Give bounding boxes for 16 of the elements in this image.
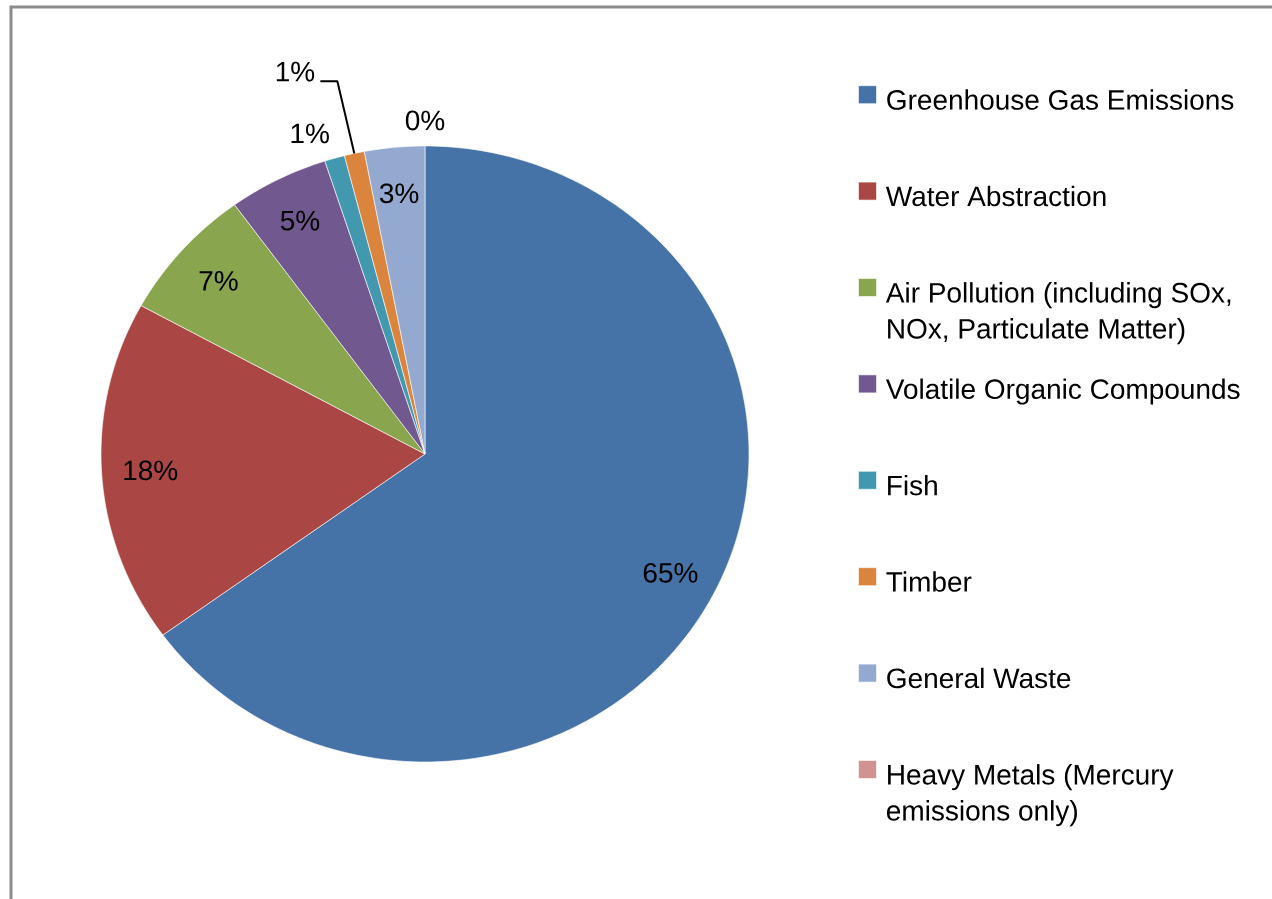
data-label: 1% — [276, 61, 315, 82]
text: 0% — [405, 110, 445, 131]
legend-label: General Waste — [887, 667, 1071, 689]
legend-label: Timber — [886, 571, 972, 592]
data-label: 18% — [124, 460, 178, 481]
legend-label: Air Pollution (including SOx, NOx, Particulate Matter) — [885, 282, 1231, 345]
data-label: 5% — [280, 210, 320, 231]
legend-label: Greenhouse Gas Emissions — [887, 89, 1234, 110]
data-label: 7% — [199, 271, 238, 291]
data-label: 65% — [643, 562, 698, 583]
legend-label: Heavy Metals (Mercury emissions only) — [886, 764, 1174, 827]
data-label: 3% — [379, 183, 419, 204]
legend-label: Fish — [888, 474, 937, 496]
data-label: 1% — [291, 123, 329, 144]
legend-label: Water Abstraction — [885, 185, 1106, 207]
legend-label: Volatile Organic Compounds — [885, 378, 1240, 405]
